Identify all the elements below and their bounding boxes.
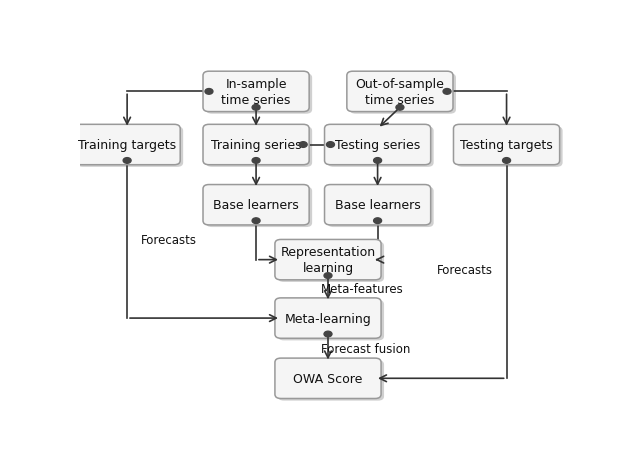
Text: Representation
learning: Representation learning <box>280 246 376 275</box>
FancyBboxPatch shape <box>203 72 309 112</box>
Circle shape <box>396 105 404 111</box>
Text: Testing targets: Testing targets <box>460 139 553 151</box>
Text: Forecast fusion: Forecast fusion <box>321 342 410 355</box>
FancyBboxPatch shape <box>275 240 381 280</box>
Circle shape <box>252 105 260 111</box>
Text: Forecasts: Forecasts <box>141 233 197 246</box>
Text: Training targets: Training targets <box>78 139 176 151</box>
Text: Out-of-sample
time series: Out-of-sample time series <box>355 78 444 107</box>
Circle shape <box>300 142 307 148</box>
FancyBboxPatch shape <box>203 185 309 225</box>
Circle shape <box>252 158 260 164</box>
Text: In-sample
time series: In-sample time series <box>221 78 291 107</box>
FancyBboxPatch shape <box>278 242 384 282</box>
Text: Base learners: Base learners <box>213 199 299 212</box>
Text: Base learners: Base learners <box>335 199 420 212</box>
FancyBboxPatch shape <box>206 127 312 168</box>
Circle shape <box>324 273 332 279</box>
FancyBboxPatch shape <box>275 358 381 398</box>
FancyBboxPatch shape <box>328 187 434 228</box>
FancyBboxPatch shape <box>278 360 384 401</box>
FancyBboxPatch shape <box>350 74 456 114</box>
Circle shape <box>252 218 260 224</box>
FancyBboxPatch shape <box>77 127 183 168</box>
FancyBboxPatch shape <box>74 125 180 165</box>
Circle shape <box>205 90 213 95</box>
Text: Forecasts: Forecasts <box>436 263 492 276</box>
FancyBboxPatch shape <box>347 72 453 112</box>
FancyBboxPatch shape <box>206 74 312 114</box>
FancyBboxPatch shape <box>275 298 381 339</box>
FancyBboxPatch shape <box>206 187 312 228</box>
Circle shape <box>374 218 381 224</box>
FancyBboxPatch shape <box>324 185 431 225</box>
Text: Training series: Training series <box>211 139 301 151</box>
Circle shape <box>326 142 335 148</box>
FancyBboxPatch shape <box>203 125 309 165</box>
Circle shape <box>324 331 332 337</box>
FancyBboxPatch shape <box>278 300 384 341</box>
Circle shape <box>443 90 451 95</box>
Circle shape <box>502 158 511 164</box>
FancyBboxPatch shape <box>324 125 431 165</box>
FancyBboxPatch shape <box>454 125 559 165</box>
FancyBboxPatch shape <box>328 127 434 168</box>
Text: Meta-features: Meta-features <box>321 283 404 296</box>
Text: OWA Score: OWA Score <box>293 372 363 385</box>
Text: Meta-learning: Meta-learning <box>285 312 371 325</box>
Circle shape <box>374 158 381 164</box>
Text: Testing series: Testing series <box>335 139 420 151</box>
Circle shape <box>123 158 131 164</box>
FancyBboxPatch shape <box>456 127 563 168</box>
